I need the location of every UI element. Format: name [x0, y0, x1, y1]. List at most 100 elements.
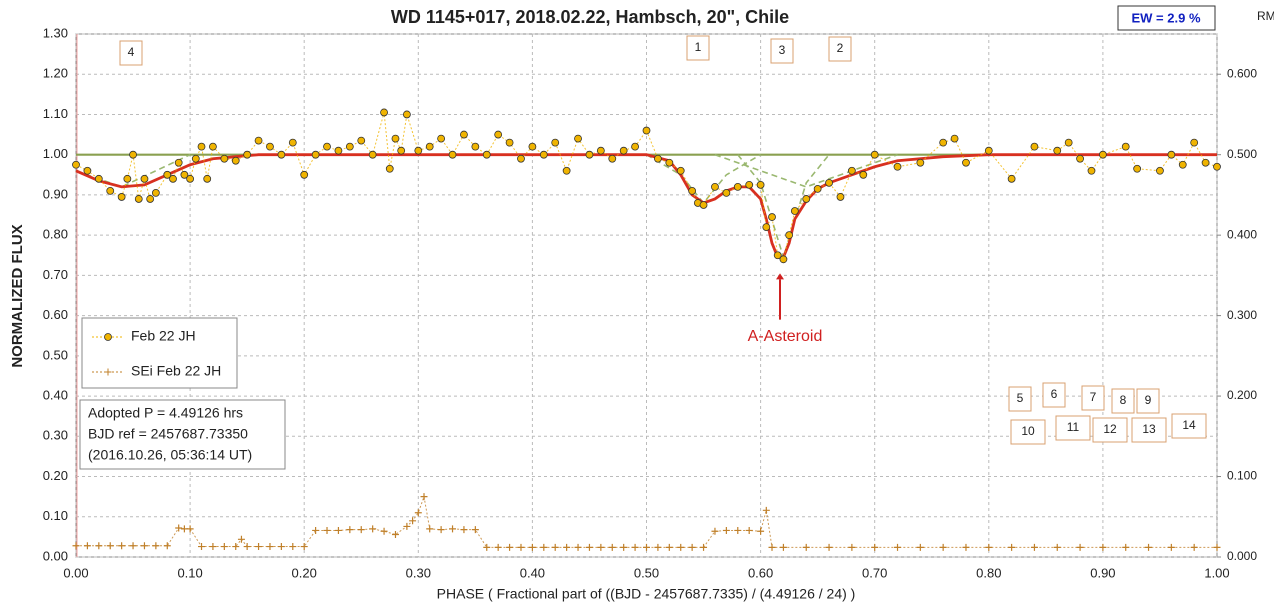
point — [984, 146, 993, 155]
point — [1076, 543, 1084, 551]
point — [420, 493, 428, 501]
point — [209, 142, 217, 151]
label: 14 — [1182, 418, 1196, 432]
point — [762, 223, 771, 232]
point — [1007, 174, 1016, 183]
y-tick-label: 0.30 — [43, 428, 68, 443]
point — [203, 174, 212, 183]
y2-tick-label: 0.600 — [1227, 66, 1257, 80]
point — [448, 150, 457, 159]
point — [733, 182, 742, 191]
point — [151, 189, 160, 197]
point — [597, 543, 605, 551]
point — [1053, 146, 1062, 155]
point — [403, 522, 411, 530]
point — [745, 180, 754, 189]
point — [1030, 142, 1039, 151]
label: 5 — [1017, 391, 1024, 405]
point — [619, 146, 628, 155]
point — [409, 517, 417, 525]
label: 12 — [1103, 422, 1117, 436]
point — [414, 509, 422, 517]
y2-tick-label: 0.000 — [1227, 549, 1257, 563]
label-box — [1171, 413, 1207, 439]
point — [255, 543, 263, 551]
label: 10 — [1021, 424, 1035, 438]
label-box — [1131, 417, 1167, 443]
point — [346, 526, 354, 534]
point — [1099, 543, 1107, 551]
legend-label: SEi Feb 22 JH — [131, 363, 221, 379]
point — [437, 526, 445, 534]
x-tick-label: 0.80 — [976, 565, 1001, 580]
point — [642, 126, 651, 135]
point — [871, 543, 879, 551]
point — [654, 543, 662, 551]
series-line — [75, 112, 1218, 261]
point — [425, 142, 434, 151]
point — [1121, 142, 1130, 151]
label-box — [1081, 385, 1105, 411]
point — [711, 527, 719, 535]
label-box — [119, 40, 143, 66]
point — [1178, 160, 1187, 169]
legend-label: Feb 22 JH — [131, 328, 196, 344]
plot-area — [75, 33, 1218, 558]
label-box — [1092, 417, 1128, 443]
label-box — [1010, 419, 1046, 445]
point — [288, 138, 297, 147]
point — [163, 542, 171, 550]
label: 9 — [1145, 393, 1152, 407]
point — [608, 154, 617, 163]
point — [169, 174, 177, 183]
point — [722, 189, 731, 197]
point — [163, 170, 172, 179]
point — [266, 142, 274, 151]
point — [711, 182, 719, 191]
point — [785, 231, 794, 240]
x-tick-label: 0.30 — [406, 565, 431, 580]
info-line: BJD ref = 2457687.73350 — [88, 426, 248, 442]
label: 6 — [1051, 387, 1058, 401]
point — [174, 158, 183, 167]
point — [1133, 164, 1142, 173]
y-tick-label: 0.70 — [43, 267, 68, 282]
point — [517, 154, 525, 163]
x-tick-label: 0.70 — [862, 565, 887, 580]
point — [631, 543, 639, 551]
point — [551, 138, 560, 147]
x-tick-label: 0.40 — [520, 565, 545, 580]
info-line: Adopted P = 4.49126 hrs — [88, 405, 243, 421]
point — [402, 110, 411, 119]
point — [836, 193, 845, 201]
point — [1030, 543, 1038, 551]
point — [175, 524, 183, 532]
point — [773, 251, 782, 260]
legend — [81, 317, 238, 389]
point — [757, 527, 765, 535]
point — [380, 527, 388, 535]
point — [859, 170, 868, 179]
point — [916, 158, 925, 167]
y-tick-label: 1.00 — [43, 146, 68, 161]
point — [134, 195, 143, 203]
y2-tick-label: 0.200 — [1227, 388, 1257, 402]
point — [825, 178, 833, 187]
point — [563, 543, 571, 551]
y2-label: RMS i — [1257, 9, 1274, 23]
point — [129, 542, 137, 550]
point — [482, 150, 491, 159]
chart-title: WD 1145+017, 2018.02.22, Hambsch, 20", C… — [391, 7, 789, 27]
point — [311, 150, 320, 159]
label-box — [1008, 386, 1032, 412]
point — [802, 195, 811, 203]
label: 4 — [128, 45, 135, 59]
point — [802, 543, 810, 551]
point — [95, 542, 103, 550]
point — [191, 154, 200, 163]
point — [506, 543, 514, 551]
fit-line — [714, 153, 898, 188]
point — [654, 154, 662, 163]
point — [540, 543, 548, 551]
